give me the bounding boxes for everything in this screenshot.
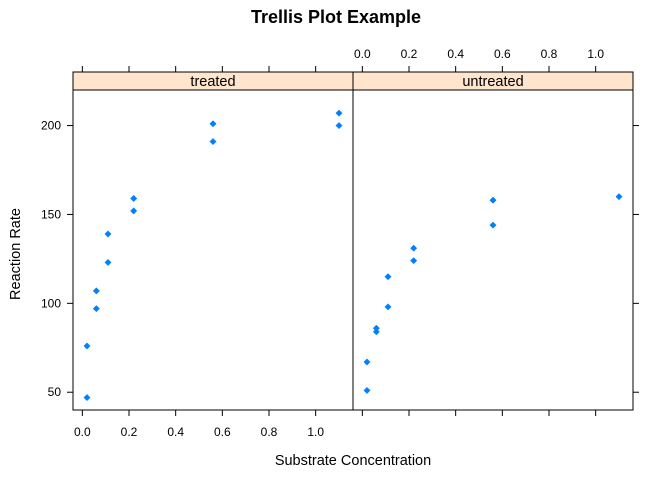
- panel-untreated: untreated 0.0 0.2 0.4 0.6 0.8 1.0: [352, 47, 639, 416]
- strip-label: treated: [190, 74, 235, 90]
- x-tick-label: 1.0: [307, 425, 324, 439]
- y-tick-label: 100: [41, 296, 61, 310]
- x-tick-label: 0.6: [494, 47, 511, 61]
- y-tick-label: 200: [41, 119, 61, 133]
- x-tick-label: 0.4: [447, 47, 464, 61]
- strip-label: untreated: [462, 74, 523, 90]
- data-point: [335, 109, 343, 117]
- x-tick-label: 0.8: [261, 425, 278, 439]
- x-tick-label: 0.0: [74, 425, 91, 439]
- panels-group: treated 0.0 0.2 0.4 0.6 0.8 1.0 50 100 150 200 untr…: [41, 47, 639, 439]
- x-tick-label: 0.4: [167, 425, 184, 439]
- data-point: [335, 122, 343, 130]
- y-tick-label: 50: [48, 385, 62, 399]
- x-tick-label: 0.6: [214, 425, 231, 439]
- data-point: [372, 324, 380, 332]
- data-point: [372, 328, 380, 336]
- panel-treated: treated 0.0 0.2 0.4 0.6 0.8 1.0 50 100 150 200: [41, 66, 354, 439]
- x-tick-label: 0.8: [541, 47, 558, 61]
- data-point: [615, 193, 623, 201]
- data-point: [384, 303, 392, 311]
- data-point: [209, 120, 217, 128]
- data-point: [104, 230, 112, 238]
- data-point: [363, 358, 371, 366]
- data-point: [83, 394, 91, 402]
- data-point: [130, 207, 138, 215]
- data-point: [209, 138, 217, 146]
- y-axis-label: Reaction Rate: [8, 208, 24, 300]
- data-point: [83, 342, 91, 350]
- data-point: [104, 258, 112, 266]
- data-point: [410, 257, 418, 265]
- data-point: [384, 273, 392, 281]
- data-point: [130, 194, 138, 202]
- x-tick-label: 0.2: [121, 425, 138, 439]
- data-point: [489, 221, 497, 229]
- data-point: [363, 386, 371, 394]
- data-point: [92, 287, 100, 295]
- data-point: [410, 244, 418, 252]
- x-axis-label: Substrate Concentration: [275, 453, 431, 469]
- x-tick-label: 0.0: [354, 47, 371, 61]
- panel-frame: [352, 89, 634, 411]
- data-point: [92, 305, 100, 313]
- x-tick-label: 0.2: [401, 47, 418, 61]
- x-tick-label: 1.0: [587, 47, 604, 61]
- chart-title: Trellis Plot Example: [251, 7, 421, 27]
- data-point: [489, 196, 497, 204]
- y-tick-label: 150: [41, 207, 61, 221]
- panel-frame: [72, 89, 354, 411]
